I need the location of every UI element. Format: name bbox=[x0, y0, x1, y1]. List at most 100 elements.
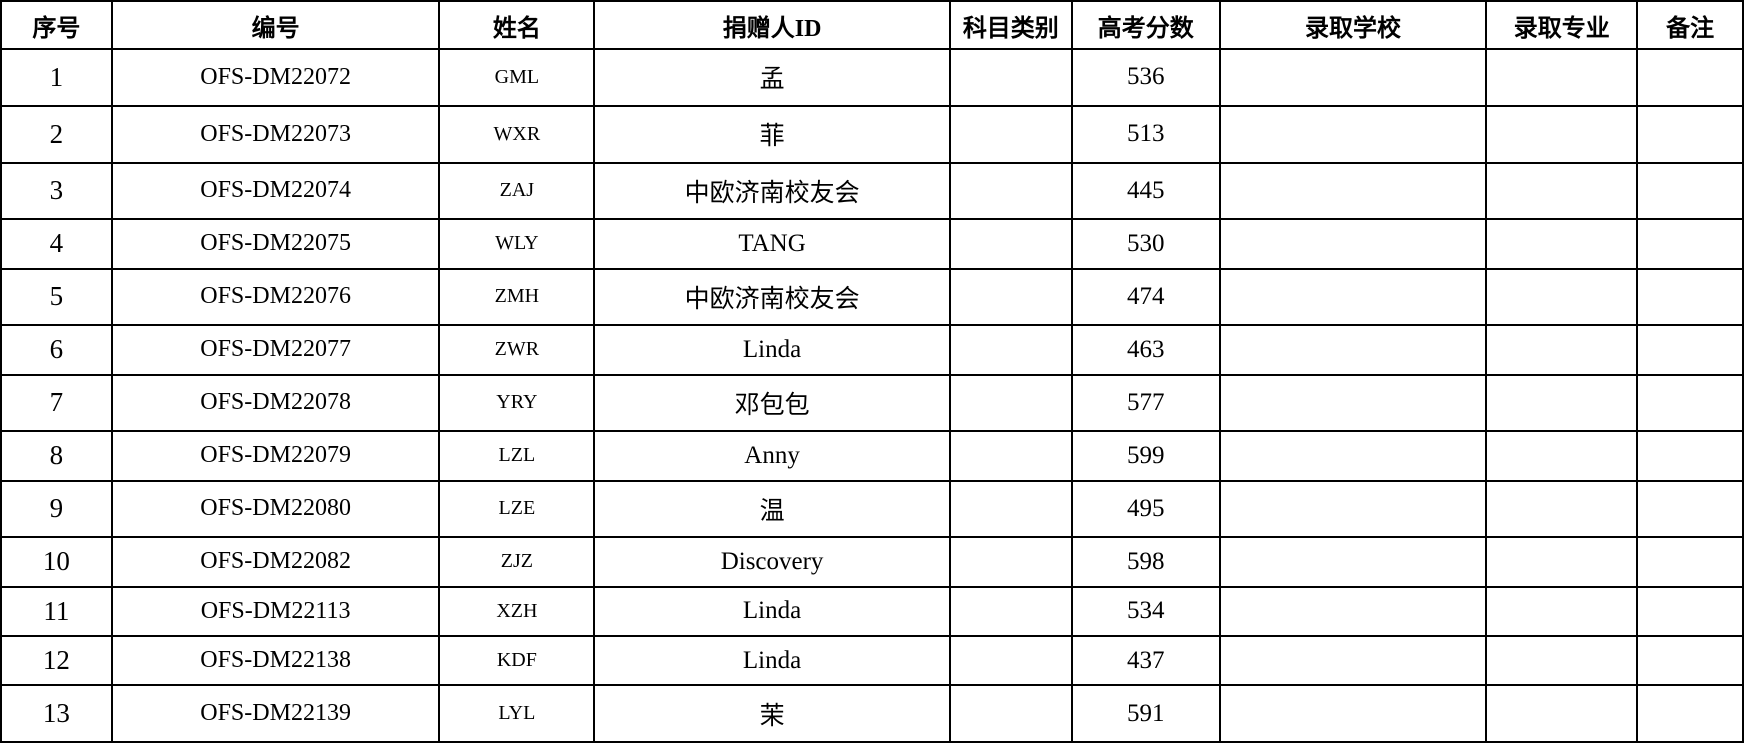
column-header-remarks: 备注 bbox=[1636, 0, 1744, 50]
cell-subject-category bbox=[948, 48, 1073, 107]
table-row: 4 OFS-DM22075 WLY TANG 530 bbox=[0, 218, 1744, 270]
cell-remarks bbox=[1636, 267, 1744, 327]
table-header: 序号 编号 姓名 捐赠人ID 科目类别 高考分数 录取学校 录取专业 备注 bbox=[0, 0, 1744, 50]
cell-donor-id: 温 bbox=[593, 479, 951, 539]
cell-serial: 8 bbox=[0, 430, 113, 482]
cell-gaokao-score: 474 bbox=[1070, 267, 1221, 327]
cell-admitted-school bbox=[1218, 324, 1488, 376]
cell-remarks bbox=[1636, 324, 1744, 376]
cell-admitted-school bbox=[1218, 479, 1488, 539]
cell-name: ZMH bbox=[438, 267, 596, 327]
cell-remarks bbox=[1636, 218, 1744, 270]
cell-serial: 10 bbox=[0, 536, 113, 588]
table-row: 11 OFS-DM22113 XZH Linda 534 bbox=[0, 585, 1744, 637]
table-row: 12 OFS-DM22138 KDF Linda 437 bbox=[0, 634, 1744, 687]
column-header-name: 姓名 bbox=[438, 0, 596, 50]
cell-admitted-major bbox=[1485, 373, 1639, 433]
cell-name: LZE bbox=[438, 479, 596, 539]
cell-gaokao-score: 495 bbox=[1070, 479, 1221, 539]
cell-serial: 5 bbox=[0, 267, 113, 327]
cell-subject-category bbox=[948, 104, 1073, 164]
cell-admitted-major bbox=[1485, 161, 1639, 221]
cell-gaokao-score: 598 bbox=[1070, 536, 1221, 588]
header-row: 序号 编号 姓名 捐赠人ID 科目类别 高考分数 录取学校 录取专业 备注 bbox=[0, 0, 1744, 50]
cell-code: OFS-DM22075 bbox=[110, 218, 441, 270]
cell-admitted-school bbox=[1218, 48, 1488, 107]
cell-remarks bbox=[1636, 430, 1744, 482]
cell-gaokao-score: 534 bbox=[1070, 585, 1221, 637]
table-row: 3 OFS-DM22074 ZAJ 中欧济南校友会 445 bbox=[0, 161, 1744, 221]
cell-admitted-major bbox=[1485, 104, 1639, 164]
cell-name: KDF bbox=[438, 634, 596, 687]
cell-admitted-school bbox=[1218, 585, 1488, 637]
cell-admitted-major bbox=[1485, 48, 1639, 107]
cell-donor-id: 中欧济南校友会 bbox=[593, 267, 951, 327]
cell-gaokao-score: 599 bbox=[1070, 430, 1221, 482]
table-row: 5 OFS-DM22076 ZMH 中欧济南校友会 474 bbox=[0, 267, 1744, 327]
cell-name: ZAJ bbox=[438, 161, 596, 221]
cell-gaokao-score: 437 bbox=[1070, 634, 1221, 687]
column-header-admitted-school: 录取学校 bbox=[1218, 0, 1488, 50]
cell-remarks bbox=[1636, 634, 1744, 687]
cell-donor-id: 孟 bbox=[593, 48, 951, 107]
cell-admitted-school bbox=[1218, 634, 1488, 687]
cell-gaokao-score: 513 bbox=[1070, 104, 1221, 164]
cell-remarks bbox=[1636, 161, 1744, 221]
table-body: 1 OFS-DM22072 GML 孟 536 2 OFS-DM22073 WX… bbox=[0, 48, 1744, 743]
cell-remarks bbox=[1636, 536, 1744, 588]
column-header-donor-id: 捐赠人ID bbox=[593, 0, 951, 50]
cell-code: OFS-DM22072 bbox=[110, 48, 441, 107]
cell-admitted-school bbox=[1218, 536, 1488, 588]
cell-subject-category bbox=[948, 479, 1073, 539]
cell-code: OFS-DM22078 bbox=[110, 373, 441, 433]
cell-admitted-school bbox=[1218, 684, 1488, 743]
cell-remarks bbox=[1636, 373, 1744, 433]
cell-gaokao-score: 536 bbox=[1070, 48, 1221, 107]
cell-gaokao-score: 530 bbox=[1070, 218, 1221, 270]
cell-subject-category bbox=[948, 161, 1073, 221]
cell-code: OFS-DM22079 bbox=[110, 430, 441, 482]
cell-name: YRY bbox=[438, 373, 596, 433]
cell-admitted-major bbox=[1485, 684, 1639, 743]
cell-donor-id: TANG bbox=[593, 218, 951, 270]
cell-admitted-school bbox=[1218, 161, 1488, 221]
cell-remarks bbox=[1636, 48, 1744, 107]
cell-remarks bbox=[1636, 104, 1744, 164]
cell-code: OFS-DM22077 bbox=[110, 324, 441, 376]
cell-admitted-major bbox=[1485, 324, 1639, 376]
column-header-admitted-major: 录取专业 bbox=[1485, 0, 1639, 50]
cell-code: OFS-DM22082 bbox=[110, 536, 441, 588]
cell-name: ZWR bbox=[438, 324, 596, 376]
cell-subject-category bbox=[948, 324, 1073, 376]
cell-admitted-major bbox=[1485, 479, 1639, 539]
column-header-subject-category: 科目类别 bbox=[948, 0, 1073, 50]
cell-serial: 1 bbox=[0, 48, 113, 107]
cell-code: OFS-DM22074 bbox=[110, 161, 441, 221]
cell-gaokao-score: 463 bbox=[1070, 324, 1221, 376]
column-header-gaokao-score: 高考分数 bbox=[1070, 0, 1221, 50]
cell-name: XZH bbox=[438, 585, 596, 637]
table-row: 7 OFS-DM22078 YRY 邓包包 577 bbox=[0, 373, 1744, 433]
cell-remarks bbox=[1636, 684, 1744, 743]
cell-name: ZJZ bbox=[438, 536, 596, 588]
cell-code: OFS-DM22113 bbox=[110, 585, 441, 637]
cell-admitted-major bbox=[1485, 536, 1639, 588]
cell-subject-category bbox=[948, 536, 1073, 588]
cell-donor-id: 邓包包 bbox=[593, 373, 951, 433]
cell-donor-id: Anny bbox=[593, 430, 951, 482]
column-header-code: 编号 bbox=[110, 0, 441, 50]
cell-serial: 3 bbox=[0, 161, 113, 221]
cell-name: GML bbox=[438, 48, 596, 107]
table-row: 10 OFS-DM22082 ZJZ Discovery 598 bbox=[0, 536, 1744, 588]
cell-remarks bbox=[1636, 585, 1744, 637]
cell-admitted-major bbox=[1485, 634, 1639, 687]
cell-remarks bbox=[1636, 479, 1744, 539]
cell-subject-category bbox=[948, 267, 1073, 327]
cell-gaokao-score: 577 bbox=[1070, 373, 1221, 433]
cell-admitted-major bbox=[1485, 218, 1639, 270]
cell-donor-id: Linda bbox=[593, 634, 951, 687]
cell-code: OFS-DM22076 bbox=[110, 267, 441, 327]
table-row: 13 OFS-DM22139 LYL 茉 591 bbox=[0, 684, 1744, 743]
